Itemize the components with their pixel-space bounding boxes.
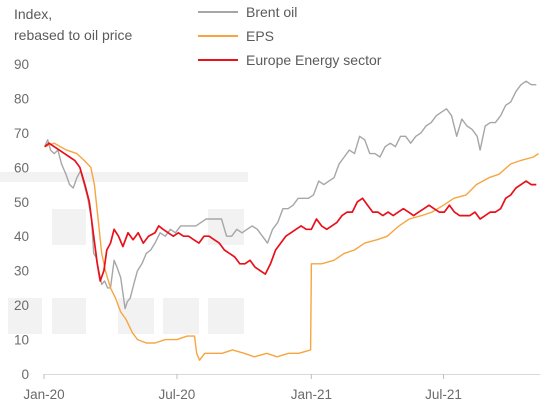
background-watermark xyxy=(0,172,248,334)
series-lines xyxy=(44,80,539,361)
x-axis: Jan-20 Jul-20 Jan-21 Jul-21 xyxy=(23,374,540,402)
x-tick-label: Jul-20 xyxy=(159,387,196,402)
y-tick-label: 80 xyxy=(14,91,29,106)
watermark-block xyxy=(52,209,86,245)
y-tick-label: 30 xyxy=(14,264,29,279)
y-tick-label: 90 xyxy=(14,57,29,72)
legend-label-europe-energy-sector: Europe Energy sector xyxy=(246,52,382,68)
series-line-europe-energy-sector xyxy=(44,142,537,282)
watermark-block xyxy=(52,298,86,334)
series-line-eps xyxy=(44,142,539,361)
y-tick-label: 0 xyxy=(21,367,29,382)
y-tick-label: 40 xyxy=(14,229,29,244)
watermark-block xyxy=(0,172,248,182)
y-tick-label: 50 xyxy=(14,195,29,210)
y-tick-label: 20 xyxy=(14,298,29,313)
x-tick-label: Jul-21 xyxy=(425,387,462,402)
legend: Brent oil EPS Europe Energy sector xyxy=(198,4,382,68)
watermark-block xyxy=(163,298,199,334)
y-axis-title-line-1: Index, xyxy=(14,6,53,22)
watermark-block xyxy=(8,298,42,334)
legend-label-eps: EPS xyxy=(246,28,274,44)
x-tick-label: Jan-20 xyxy=(23,387,64,402)
watermark-block xyxy=(208,298,244,334)
legend-label-brent-oil: Brent oil xyxy=(246,4,297,20)
y-axis-title-line-2: rebased to oil price xyxy=(14,27,133,43)
y-axis-ticks: 0 10 20 30 40 50 60 70 80 90 xyxy=(14,57,29,382)
y-tick-label: 70 xyxy=(14,126,29,141)
series-line-brent-oil xyxy=(44,80,537,310)
y-tick-label: 60 xyxy=(14,160,29,175)
x-tick-label: Jan-21 xyxy=(291,387,332,402)
y-tick-label: 10 xyxy=(14,333,29,348)
y-axis-title: Index, rebased to oil price xyxy=(14,4,132,46)
